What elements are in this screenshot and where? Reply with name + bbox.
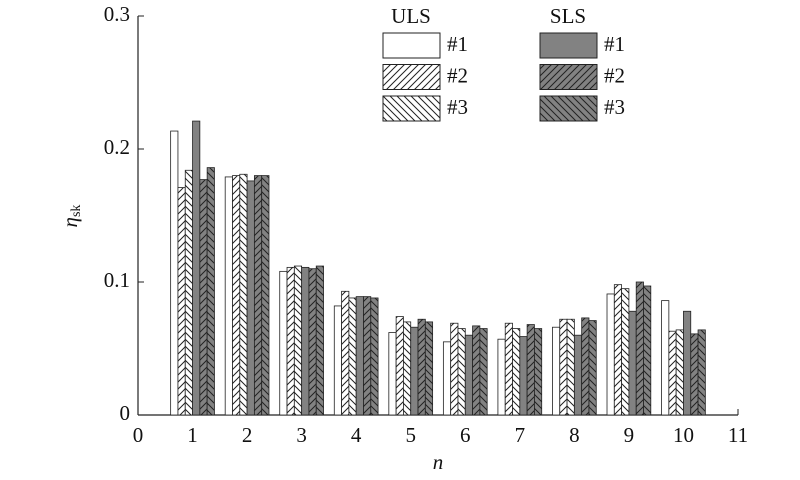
x-tick-label: 0: [133, 423, 144, 447]
bar: [246, 180, 255, 416]
y-axis-symbol: η: [58, 217, 82, 227]
x-tick-label: 6: [460, 423, 471, 447]
bar: [341, 290, 350, 416]
y-axis-subscript: sk: [69, 205, 84, 217]
bar: [363, 296, 372, 416]
bar: [566, 318, 575, 416]
bar: [504, 322, 513, 416]
bar: [559, 318, 568, 416]
x-tick-label: 1: [187, 423, 198, 447]
x-tick-label: 3: [296, 423, 307, 447]
bar: [472, 325, 481, 416]
bar: [410, 326, 419, 416]
bar: [552, 326, 561, 416]
y-tick-label: 0: [120, 401, 131, 425]
bar: [606, 293, 615, 416]
bar: [388, 332, 397, 416]
bar: [442, 341, 452, 416]
bar: [417, 318, 426, 416]
bar: [479, 328, 488, 416]
bar: [301, 266, 310, 416]
legend-swatch: [539, 32, 598, 59]
bar: [333, 305, 342, 416]
x-axis-label: n: [433, 450, 444, 474]
bar: [464, 334, 473, 416]
x-tick-label: 2: [242, 423, 253, 447]
legend-label: #2: [604, 63, 625, 87]
legend-swatch: [382, 64, 441, 90]
legend-label: #3: [604, 95, 625, 119]
bar: [261, 175, 270, 416]
bar: [286, 266, 295, 416]
bar: [253, 175, 263, 416]
bar: [403, 321, 412, 416]
bar: [308, 268, 317, 416]
legend-label: #1: [447, 32, 468, 56]
bar: [395, 316, 404, 416]
bar: [232, 175, 241, 416]
bar: [177, 187, 186, 416]
bar: [573, 334, 583, 416]
bar: [279, 270, 288, 416]
bar: [628, 310, 637, 416]
bar: [184, 169, 193, 416]
bar: [526, 324, 535, 416]
bar: [315, 265, 324, 416]
bar: [519, 336, 528, 416]
bar: [643, 285, 652, 416]
x-tick-label: 11: [728, 423, 748, 447]
legend-swatch: [382, 95, 441, 122]
bar: [206, 167, 215, 416]
bar: [239, 173, 248, 416]
x-tick-label: 9: [624, 423, 635, 447]
bar: [424, 321, 434, 416]
bar: [170, 130, 179, 416]
bar: [512, 328, 521, 416]
y-axis-label: ηsk: [58, 205, 84, 228]
bar: [668, 330, 677, 416]
bar: [675, 329, 684, 416]
bar: [697, 329, 706, 416]
bar: [534, 328, 543, 416]
bar: [661, 300, 670, 416]
bar: [635, 281, 644, 416]
bar: [613, 284, 623, 416]
bar: [450, 322, 459, 416]
legend-label: #3: [447, 95, 468, 119]
bar: [581, 317, 590, 416]
x-tick-label: 4: [351, 423, 362, 447]
legend-swatch: [539, 64, 598, 90]
legend-group-title: ULS: [391, 4, 431, 28]
legend-label: #2: [447, 63, 468, 87]
bar: [192, 120, 201, 416]
bar: [690, 333, 699, 416]
bar: [588, 320, 597, 416]
legend-swatch: [539, 95, 598, 122]
x-tick-label: 10: [673, 423, 694, 447]
y-tick-label: 0.1: [104, 268, 130, 292]
bar: [457, 328, 466, 416]
y-tick-label: 0.3: [104, 2, 130, 26]
bar: [497, 338, 506, 416]
x-tick-label: 8: [569, 423, 580, 447]
bar: [224, 176, 233, 416]
x-tick-label: 7: [515, 423, 526, 447]
bar: [293, 265, 303, 416]
bar: [683, 310, 692, 416]
bar: [370, 297, 379, 416]
legend-group-title: SLS: [550, 4, 586, 28]
x-tick-label: 5: [405, 423, 416, 447]
bar: [621, 288, 630, 416]
y-tick-label: 0.2: [104, 135, 130, 159]
bar: [348, 297, 357, 416]
bar: [199, 179, 208, 416]
bar: [355, 296, 364, 416]
legend-label: #1: [604, 32, 625, 56]
legend-swatch: [382, 32, 441, 59]
